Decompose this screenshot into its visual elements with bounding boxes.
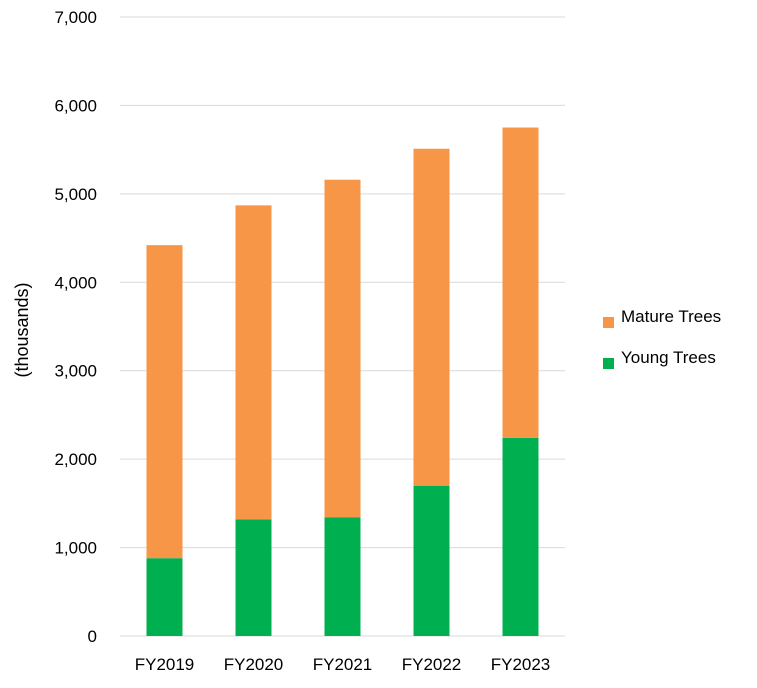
bar-mature-trees-fy2021 [324,179,361,518]
legend-label: Mature Trees [621,307,721,326]
bar-young-trees-fy2019 [146,558,183,636]
x-tick-label: FY2023 [491,655,551,674]
y-tick-label: 0 [88,627,97,646]
y-tick-labels: 0 1,000 2,000 3,000 4,000 5,000 6,000 7,000 [54,8,97,646]
legend-swatch-young-trees [603,358,614,369]
x-tick-label: FY2019 [135,655,195,674]
bars [146,127,539,636]
legend-swatch-mature-trees [603,317,614,328]
y-tick-label: 3,000 [54,362,97,381]
bar-young-trees-fy2020 [235,519,272,636]
y-tick-label: 4,000 [54,273,97,292]
x-tick-labels: FY2019 FY2020 FY2021 FY2022 FY2023 [135,655,551,674]
bar-mature-trees-fy2023 [502,127,539,438]
bar-young-trees-fy2022 [413,485,450,636]
bar-mature-trees-fy2019 [146,245,183,559]
x-tick-label: FY2020 [224,655,284,674]
legend-label: Young Trees [621,348,716,367]
y-tick-label: 7,000 [54,8,97,27]
y-tick-label: 2,000 [54,450,97,469]
x-tick-label: FY2021 [313,655,373,674]
y-tick-label: 5,000 [54,185,97,204]
bar-young-trees-fy2023 [502,437,539,636]
bar-mature-trees-fy2020 [235,205,272,520]
y-axis-title: (thousands) [12,282,32,377]
bar-young-trees-fy2021 [324,517,361,636]
y-tick-label: 6,000 [54,96,97,115]
x-tick-label: FY2022 [402,655,462,674]
legend: Mature Trees Young Trees [603,307,721,369]
bar-mature-trees-fy2022 [413,148,450,486]
y-tick-label: 1,000 [54,539,97,558]
